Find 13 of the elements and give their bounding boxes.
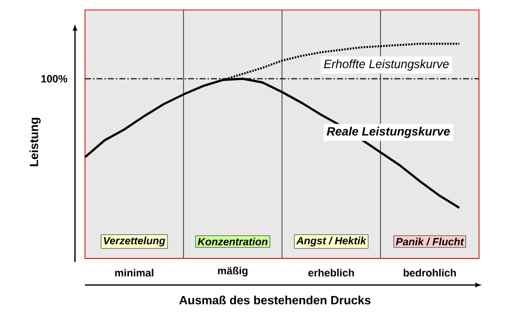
annotation: Konzentration <box>198 238 268 246</box>
annotation: mäßig <box>218 266 248 276</box>
annotation: Verzettelung <box>104 236 166 246</box>
series-label: Reale Leistungskurve <box>326 126 450 138</box>
annotation: erheblich <box>308 268 354 277</box>
annotation: minimal <box>115 268 154 277</box>
x-axis-title: Ausmaß des bestehenden Drucks <box>179 296 370 304</box>
series-label: Erhoffte Leistungskurve <box>324 59 449 71</box>
annotation: Angst / Hektik <box>296 236 367 246</box>
annotation: Panik / Flucht <box>396 238 464 246</box>
annotation: bedrohlich <box>404 268 456 277</box>
text: 100% <box>41 75 68 82</box>
y-axis-title: Leistung <box>29 118 41 166</box>
